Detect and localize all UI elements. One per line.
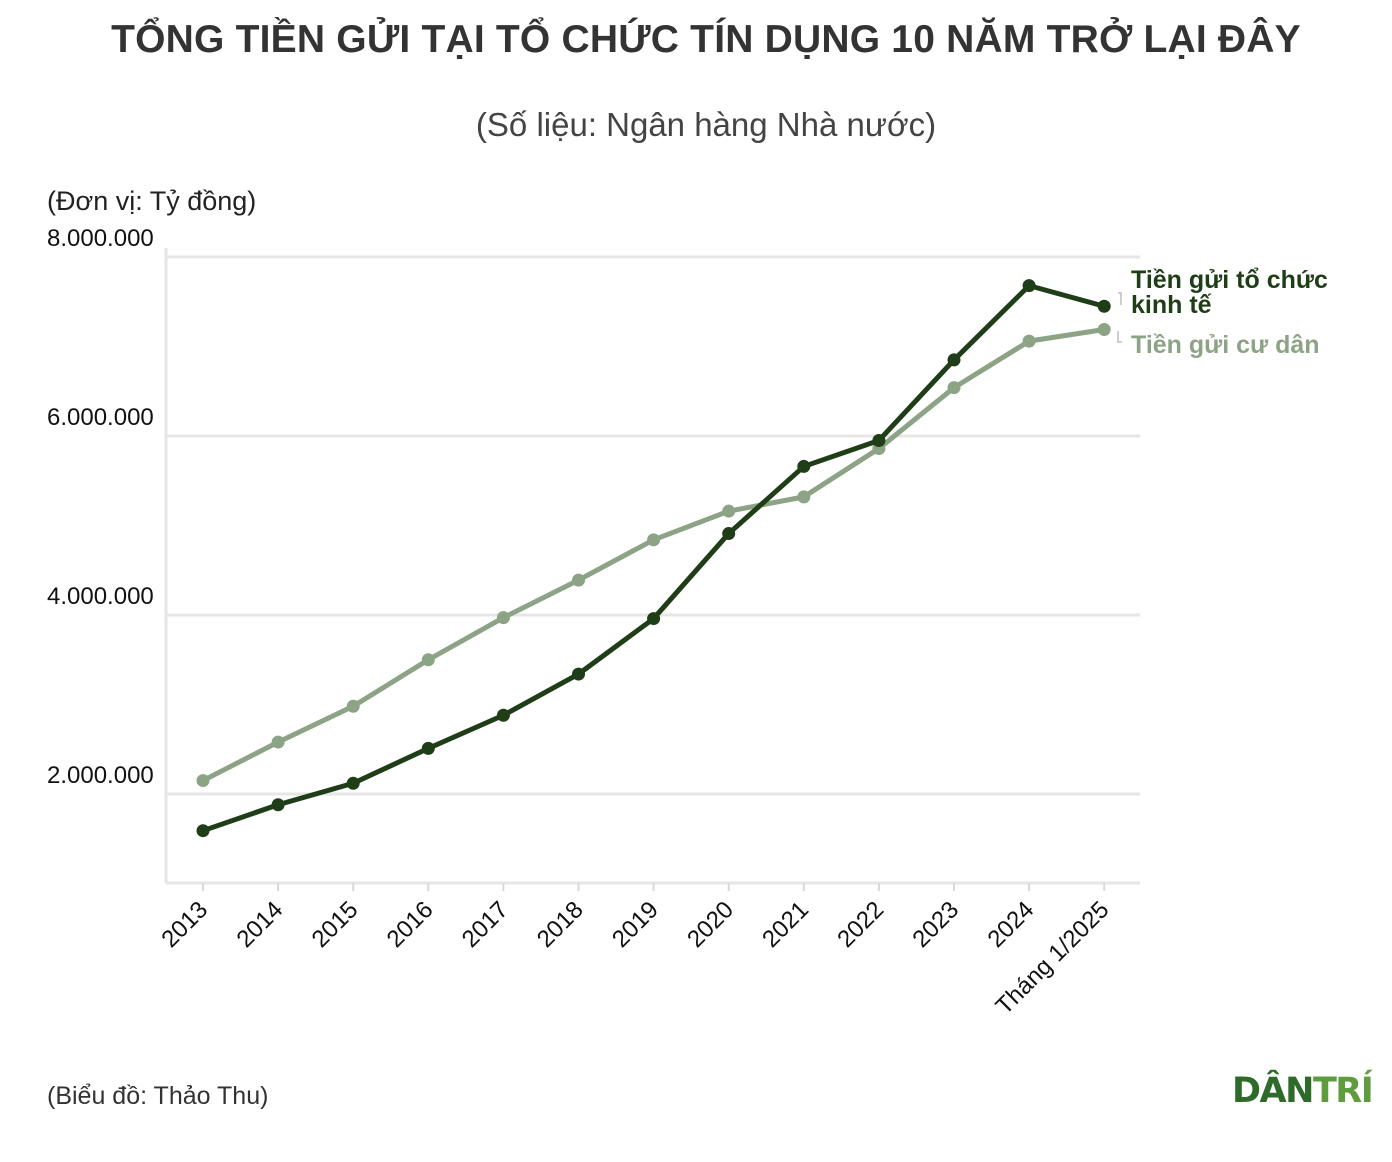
legend-label-to-chuc-kinh-te: Tiền gửi tổ chức	[1131, 266, 1328, 294]
data-point	[647, 612, 661, 626]
y-tick-label: 4.000.000	[47, 583, 154, 610]
data-point	[722, 527, 736, 541]
x-tick-label: 2015	[307, 896, 364, 953]
data-point	[1022, 279, 1036, 293]
legend-connector	[1117, 331, 1122, 343]
y-axis-labels: 2.000.000 4.000.000 6.000.000 8.000.000	[47, 225, 154, 789]
data-point	[196, 824, 210, 838]
data-point	[346, 699, 360, 713]
legend-connector	[1118, 292, 1122, 305]
gridlines	[166, 255, 1140, 796]
data-point	[271, 735, 285, 749]
x-tick-label: 2016	[382, 896, 439, 953]
x-tick-label: 2019	[607, 896, 664, 953]
data-point	[797, 459, 811, 473]
y-tick-label: 8.000.000	[47, 225, 154, 252]
x-tick-label: 2014	[231, 896, 288, 953]
data-point	[872, 433, 886, 447]
data-point	[647, 533, 661, 547]
data-point	[947, 381, 961, 395]
x-tick-label: 2013	[156, 896, 213, 953]
unit-label: (Đơn vị: Tỷ đồng)	[47, 186, 257, 216]
x-tick-label: 2020	[682, 896, 739, 953]
series-line	[200, 326, 1107, 784]
data-point	[271, 798, 285, 812]
data-point	[572, 573, 585, 587]
y-tick-label: 6.000.000	[47, 404, 154, 431]
x-tick-label: 2022	[832, 896, 889, 953]
data-point	[797, 490, 811, 504]
dantri-logo: DÂNTRÍ	[1232, 1071, 1374, 1111]
data-point	[496, 708, 510, 722]
x-tick-label: 2017	[457, 896, 514, 953]
data-point	[572, 667, 585, 681]
x-axis-labels: 2013 2014 2015 2016 2017 2018 2019 2020 2021 2022…	[156, 896, 1114, 1020]
data-point	[421, 741, 435, 755]
data-point	[196, 774, 210, 788]
legend-label-cu-dan: Tiền gửi cư dân	[1131, 331, 1320, 359]
x-tick-label: 2023	[907, 896, 964, 953]
data-point	[947, 353, 961, 367]
data-point	[346, 776, 360, 790]
x-tick-label: 2021	[757, 896, 814, 953]
series-line	[200, 283, 1107, 834]
chart-subtitle: (Số liệu: Ngân hàng Nhà nước)	[475, 106, 937, 143]
chart-title: TỔNG TIỀN GỬI TẠI TỔ CHỨC TÍN DỤNG 10 NĂ…	[111, 18, 1301, 61]
y-tick-label: 2.000.000	[47, 762, 154, 789]
series-group	[196, 279, 1111, 838]
data-point	[1097, 322, 1111, 336]
axes	[164, 248, 1140, 891]
data-point	[1022, 334, 1036, 348]
data-point	[421, 653, 435, 667]
legend-label-to-chuc-kinh-te: kinh tế	[1131, 291, 1212, 319]
chart-credit: (Biểu đồ: Thảo Thu)	[47, 1082, 269, 1110]
data-point	[1097, 299, 1111, 313]
x-tick-label: 2024	[982, 896, 1039, 953]
data-point	[496, 611, 510, 625]
data-point	[722, 504, 736, 518]
x-tick-label: 2018	[532, 896, 589, 953]
